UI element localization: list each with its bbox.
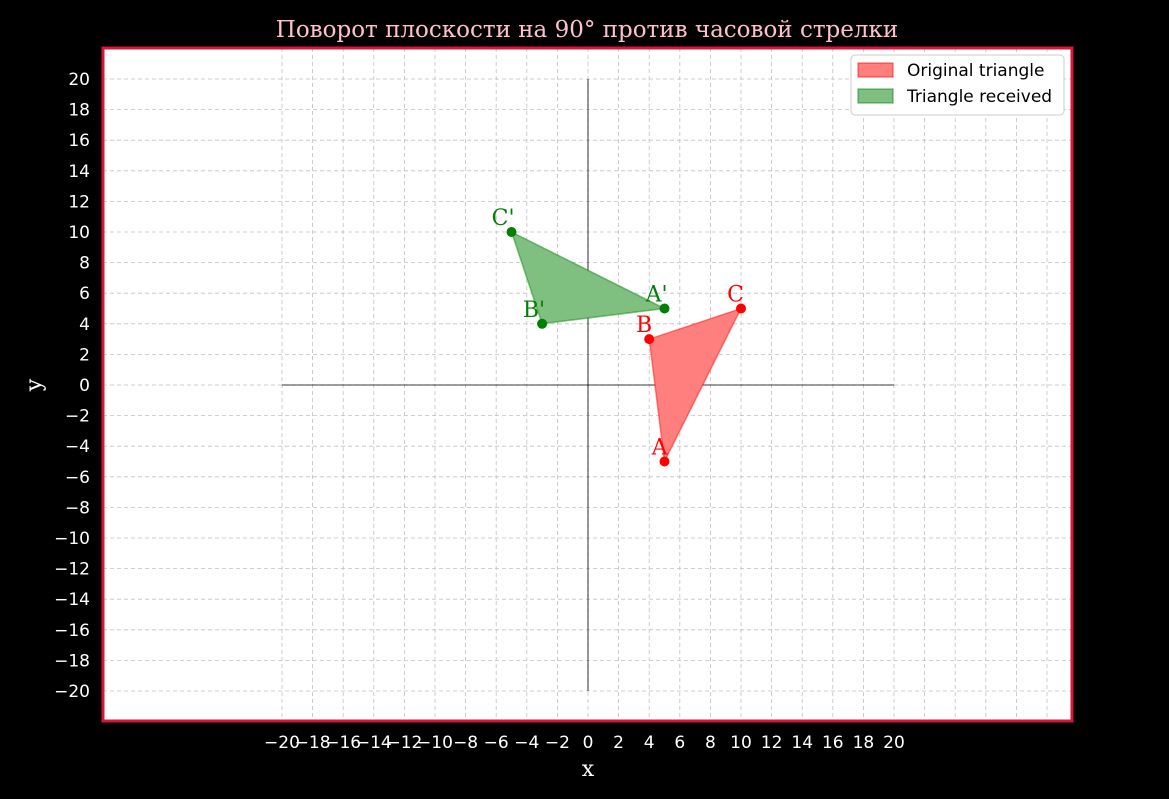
y-tick-label: −20	[54, 682, 90, 702]
legend-box	[850, 54, 1065, 116]
y-tick-label: −6	[65, 468, 90, 488]
plot-area	[103, 48, 1072, 721]
x-tick-label: 16	[822, 733, 844, 753]
y-tick-label: −2	[65, 407, 90, 427]
y-axis-label: y	[22, 378, 47, 392]
point-marker	[736, 303, 746, 314]
triangles	[510, 230, 743, 465]
x-tick-label: −10	[417, 733, 453, 753]
axes-lines	[282, 79, 894, 691]
y-tick-label: 14	[68, 162, 90, 182]
y-tick-label: 0	[79, 376, 90, 396]
x-axis-label: x	[582, 757, 595, 782]
x-tick-label: 10	[730, 733, 752, 753]
x-tick-label: 4	[644, 733, 655, 753]
legend-swatch	[857, 88, 894, 104]
triangle-2	[510, 230, 668, 325]
x-tick-label: 12	[761, 733, 783, 753]
legend-label: Triangle received	[906, 87, 1052, 107]
point-label: C'	[492, 206, 515, 231]
x-tick-label: −14	[356, 733, 392, 753]
point-label: C	[727, 283, 744, 308]
point-marker	[506, 227, 517, 237]
point-label: B'	[523, 298, 545, 323]
x-tick-label: −4	[514, 733, 539, 753]
chart-title: Поворот плоскости на 90° против часовой …	[276, 17, 898, 43]
legend-label: Original triangle	[907, 61, 1044, 81]
y-tick-label: −16	[54, 621, 90, 641]
point-marker	[659, 303, 670, 314]
x-tick-label: 14	[791, 733, 813, 753]
y-tick-label: −18	[54, 651, 90, 671]
y-tick-label: 18	[68, 101, 90, 121]
x-tick-label: 20	[883, 733, 905, 753]
point-marker	[644, 334, 655, 345]
x-tick-label: −12	[386, 733, 422, 753]
x-tick-label: 6	[674, 733, 685, 753]
x-tick-label: −20	[264, 733, 300, 753]
x-tick-label: −18	[295, 733, 331, 753]
y-tick-label: 12	[68, 192, 90, 212]
point-labels: A B C A' B' C'	[492, 206, 744, 461]
y-tick-label: −12	[54, 560, 90, 580]
y-tick-label: 4	[79, 315, 90, 335]
y-tick-label: −8	[65, 498, 90, 518]
x-tick-label: 2	[613, 733, 624, 753]
x-tick-label: 18	[853, 733, 875, 753]
point-marker	[537, 318, 548, 329]
y-tick-label: 2	[79, 345, 90, 365]
y-tick-label: 8	[79, 254, 90, 274]
legend-swatch	[857, 62, 894, 78]
point-label: A'	[645, 283, 668, 308]
y-tick-label: 6	[79, 284, 90, 304]
x-tick-label: −2	[545, 733, 570, 753]
x-tick-label: −16	[325, 733, 361, 753]
y-tick-label: 16	[68, 131, 90, 151]
x-tick-label: −6	[484, 733, 509, 753]
y-tick-label: −10	[54, 529, 90, 549]
x-tick-label: −8	[453, 733, 478, 753]
x-tick-labels: −20−18−16−14−12−10 −8 −6 −4 −2 0 2 4 6 8 10 12 14 16 1…	[264, 733, 905, 753]
point-marker	[659, 456, 670, 467]
legend: Original triangle Triangle received	[850, 54, 1065, 116]
points	[506, 227, 746, 467]
y-tick-label: 10	[68, 223, 90, 243]
x-tick-label: 8	[705, 733, 716, 753]
x-tick-label: 0	[583, 733, 594, 753]
plot-frame	[101, 46, 1074, 723]
point-label: A	[651, 436, 669, 461]
triangle-1	[648, 307, 743, 465]
y-tick-label: −4	[65, 437, 90, 457]
y-tick-label: −14	[54, 590, 90, 610]
y-tick-labels: −20−18−16−14−12−10−8−6−4−202468101214161…	[54, 70, 90, 702]
point-label: B	[636, 313, 652, 338]
y-tick-label: 20	[68, 70, 90, 90]
